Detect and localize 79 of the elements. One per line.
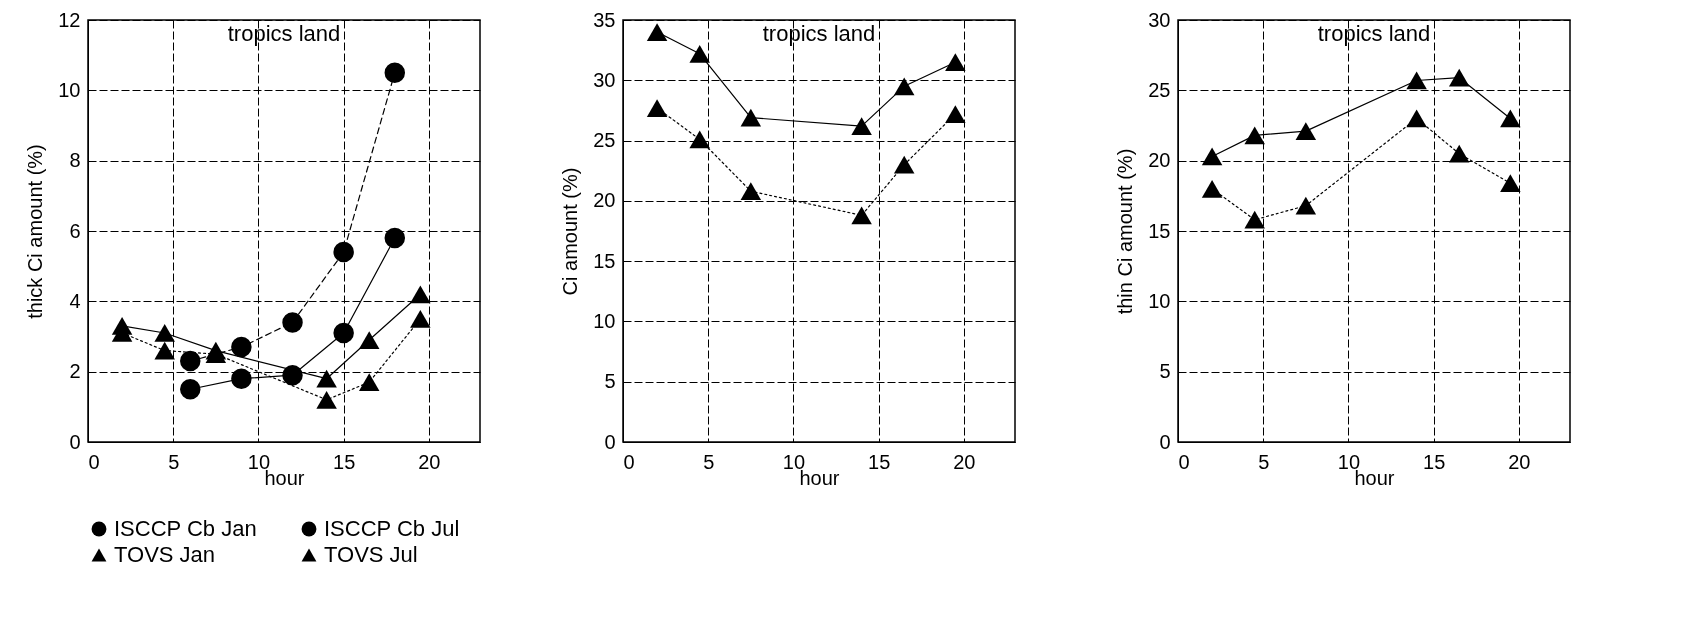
y-tick-label: 0 [1159, 430, 1171, 453]
x-tick-label: 5 [1258, 450, 1270, 473]
point [945, 105, 966, 123]
legend-label: TOVS Jan [114, 542, 216, 567]
point [740, 108, 762, 127]
y-tick-label: 30 [593, 68, 616, 91]
y-tick-label: 5 [1159, 360, 1171, 383]
point [231, 368, 252, 389]
point [333, 241, 354, 263]
y-tick-label: 10 [58, 78, 81, 101]
point [316, 390, 337, 409]
x-tick-label: 15 [868, 450, 891, 473]
point [1295, 122, 1317, 140]
y-tick-label: 4 [69, 289, 81, 312]
y-tick-label: 6 [69, 219, 81, 242]
y-tick-label: 0 [69, 430, 81, 453]
y-tick-label: 30 [1148, 8, 1171, 31]
y-tick-label: 2 [69, 360, 81, 383]
point [333, 322, 354, 344]
y-tick-label: 20 [1148, 149, 1171, 172]
point [646, 23, 668, 41]
point [1295, 196, 1317, 215]
point [893, 155, 915, 174]
x-tick-label: 0 [623, 450, 635, 473]
chart-title: tropics land [1317, 21, 1431, 46]
point [1201, 147, 1223, 166]
chart-title: tropics land [227, 21, 341, 46]
y-tick-label: 20 [593, 189, 616, 212]
point [851, 117, 872, 135]
y-tick-label: 5 [604, 370, 616, 393]
point [1500, 109, 1521, 128]
y-tick-label: 15 [1148, 219, 1171, 242]
x-tick-label: 5 [703, 450, 715, 473]
y-axis-title: thin Ci amount (%) [1114, 148, 1137, 315]
point [180, 350, 201, 372]
point [282, 312, 303, 333]
y-axis-title: thick Ci amount (%) [24, 144, 47, 319]
y-tick-label: 0 [604, 430, 616, 453]
point [945, 53, 966, 72]
x-tick-label: 5 [168, 450, 180, 473]
point [1500, 174, 1521, 193]
y-tick-label: 10 [1148, 289, 1171, 312]
point [689, 130, 710, 149]
y-tick-label: 35 [593, 8, 616, 31]
point [1448, 68, 1470, 87]
point [1244, 210, 1265, 229]
y-tick-label: 12 [58, 8, 81, 31]
y-tick-label: 15 [593, 249, 616, 272]
x-tick-label: 20 [953, 450, 976, 473]
y-tick-label: 8 [69, 149, 81, 172]
point [646, 99, 668, 117]
point [154, 341, 175, 360]
point [316, 369, 337, 388]
x-tick-label: 15 [333, 450, 356, 473]
y-tick-label: 25 [1148, 78, 1171, 101]
legend-label: ISCCP Cb Jul [324, 516, 460, 541]
point [1448, 144, 1470, 163]
y-axis-title: Ci amount (%) [559, 167, 582, 296]
point [851, 206, 872, 225]
point [231, 336, 252, 358]
y-tick-label: 10 [593, 309, 616, 332]
point [689, 44, 710, 63]
x-tick-label: 0 [1178, 450, 1190, 473]
y-tick-label: 25 [593, 129, 616, 152]
x-tick-label: 0 [88, 450, 100, 473]
point [384, 227, 406, 249]
point [410, 310, 431, 328]
chart-title: tropics land [762, 21, 876, 46]
point [384, 62, 406, 83]
point [740, 182, 762, 201]
x-tick-label: 20 [418, 450, 441, 473]
point [1201, 179, 1223, 198]
point [180, 379, 201, 400]
legend-label: TOVS Jul [324, 542, 418, 567]
legend-label: ISCCP Cb Jan [114, 516, 257, 541]
x-tick-label: 20 [1508, 450, 1531, 473]
point [154, 324, 175, 342]
x-tick-label: 15 [1423, 450, 1446, 473]
point [358, 373, 380, 392]
